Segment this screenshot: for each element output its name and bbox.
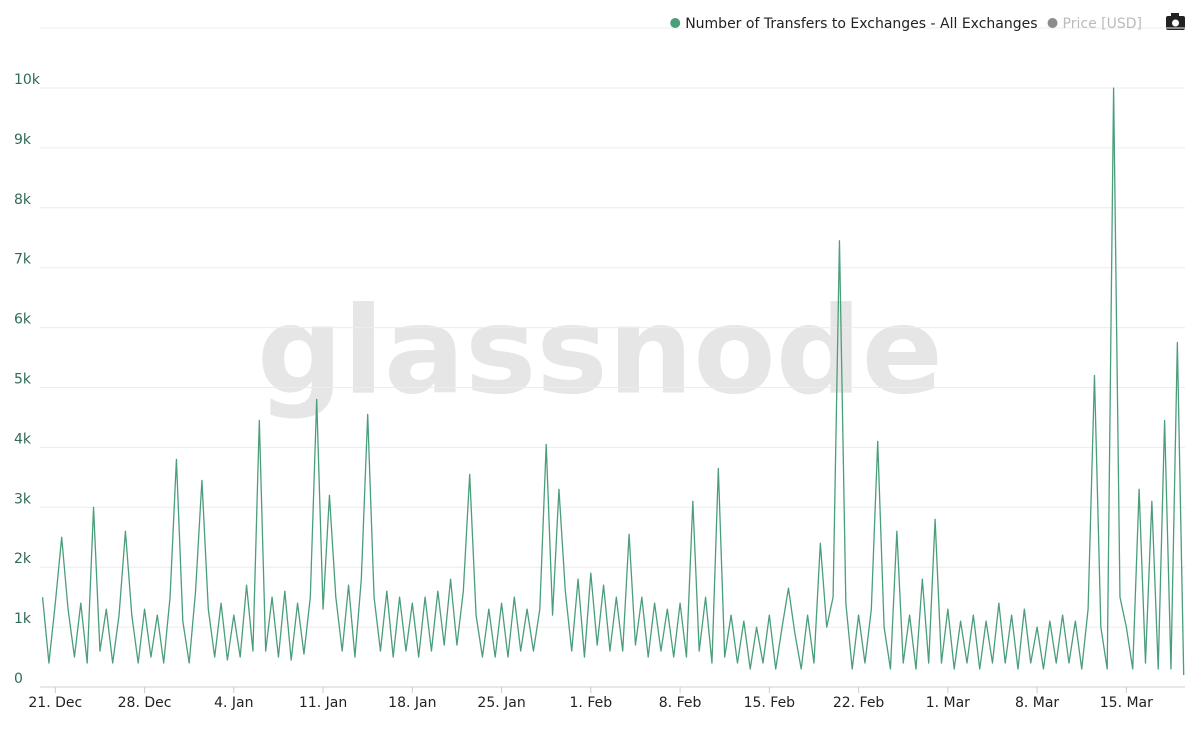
x-tick-label: 4. Jan (214, 695, 253, 711)
y-tick-label: 2k (14, 551, 32, 567)
y-tick-label: 9k (14, 132, 32, 148)
y-tick-label: 7k (14, 252, 32, 268)
legend-marker[interactable] (1047, 18, 1058, 28)
x-tick-label: 22. Feb (833, 695, 885, 711)
x-tick-label: 1. Mar (926, 695, 970, 711)
y-tick-label: 3k (14, 491, 32, 507)
y-tick-label: 1k (14, 611, 32, 627)
camera-icon[interactable] (1166, 13, 1185, 30)
x-tick-label: 1. Feb (570, 695, 613, 711)
data-line (41, 87, 1185, 676)
legend-label[interactable]: Price [USD] (1063, 16, 1142, 32)
x-tick-label: 18. Jan (388, 695, 436, 711)
x-tick-label: 25. Jan (477, 695, 525, 711)
y-tick-label: 4k (14, 431, 32, 447)
camera-lens[interactable] (1172, 19, 1179, 27)
legend-marker[interactable] (670, 18, 681, 28)
x-tick-label: 8. Feb (659, 695, 702, 711)
legend-label[interactable]: Number of Transfers to Exchanges - All E… (685, 16, 1037, 32)
y-tick-label: 8k (14, 192, 32, 208)
x-tick-label: 28. Dec (118, 695, 172, 711)
x-tick-label: 15. Mar (1100, 695, 1153, 711)
y-tick-label: 10k (14, 72, 41, 88)
camera-top[interactable] (1171, 13, 1179, 17)
x-tick-label: 15. Feb (744, 695, 796, 711)
legend-item[interactable]: Number of Transfers to Exchanges - All E… (670, 16, 1038, 32)
y-tick-label: 5k (14, 372, 32, 388)
watermark: glassnode (257, 283, 943, 422)
x-tick-label: 11. Jan (299, 695, 347, 711)
x-tick-label: 21. Dec (28, 695, 82, 711)
legend-item[interactable]: Price [USD] (1047, 16, 1142, 32)
x-tick-label: 8. Mar (1015, 695, 1059, 711)
y-tick-label: 0 (14, 671, 23, 687)
y-tick-label: 6k (14, 312, 32, 328)
